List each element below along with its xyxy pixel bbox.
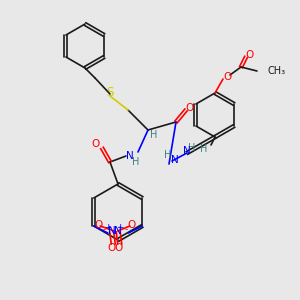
Text: +: +	[116, 224, 124, 232]
Text: O: O	[128, 220, 136, 230]
Text: S: S	[106, 85, 114, 98]
Text: +: +	[104, 224, 112, 232]
Text: O: O	[223, 72, 231, 82]
Text: H: H	[188, 143, 196, 153]
Text: H: H	[164, 150, 172, 160]
Text: O: O	[92, 139, 100, 149]
Text: N: N	[126, 151, 134, 161]
Text: -: -	[103, 226, 106, 235]
Text: -: -	[124, 226, 127, 235]
Text: O: O	[246, 50, 254, 60]
Text: H: H	[200, 144, 207, 154]
Text: O: O	[186, 103, 194, 113]
Text: O: O	[114, 243, 122, 253]
Text: CH₃: CH₃	[267, 66, 285, 76]
Text: N: N	[183, 146, 191, 156]
Text: N: N	[114, 226, 122, 236]
Text: O: O	[108, 243, 116, 253]
Text: H: H	[150, 130, 158, 140]
Text: N: N	[108, 226, 116, 236]
Text: N: N	[171, 155, 179, 165]
Text: O: O	[94, 220, 102, 230]
Text: H: H	[132, 157, 140, 167]
